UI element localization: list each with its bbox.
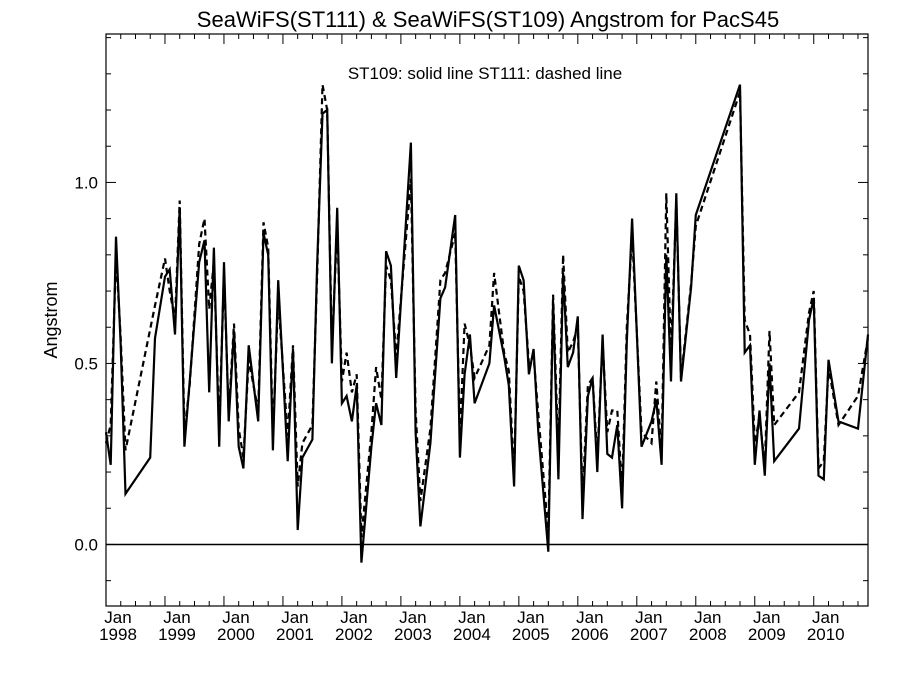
x-tick-month-label: Jan bbox=[694, 608, 721, 627]
y-axis: 0.0 0.5 1.0 bbox=[74, 173, 98, 554]
x-tick-month-label: Jan bbox=[517, 608, 544, 627]
x-tick-year-label: 2005 bbox=[512, 625, 550, 644]
y-tick-label: 1.0 bbox=[74, 173, 98, 192]
x-tick-month-label: Jan bbox=[222, 608, 249, 627]
x-tick-year-label: 2006 bbox=[571, 625, 609, 644]
x-tick-month-label: Jan bbox=[635, 608, 662, 627]
x-tick-month-label: Jan bbox=[812, 608, 839, 627]
series-line-solid bbox=[104, 84, 870, 563]
x-tick-year-label: 2008 bbox=[689, 625, 727, 644]
x-tick-year-label: 1999 bbox=[158, 625, 196, 644]
x-tick-year-label: 2002 bbox=[335, 625, 373, 644]
x-tick-month-label: Jan bbox=[576, 608, 603, 627]
x-tick-year-label: 2007 bbox=[630, 625, 668, 644]
x-tick-year-label: 2010 bbox=[807, 625, 845, 644]
y-tick-label: 0.5 bbox=[74, 354, 98, 373]
x-tick-month-label: Jan bbox=[340, 608, 367, 627]
x-tick-month-label: Jan bbox=[458, 608, 485, 627]
x-axis: Jan1998Jan1999Jan2000Jan2001Jan2002Jan20… bbox=[99, 608, 845, 644]
x-tick-year-label: 1998 bbox=[99, 625, 137, 644]
chart-title: SeaWiFS(ST111) & SeaWiFS(ST109) Angstrom… bbox=[197, 7, 779, 32]
x-tick-year-label: 2009 bbox=[748, 625, 786, 644]
x-tick-month-label: Jan bbox=[163, 608, 190, 627]
x-tick-month-label: Jan bbox=[399, 608, 426, 627]
x-tick-year-label: 2000 bbox=[217, 625, 255, 644]
series-layer bbox=[104, 84, 870, 563]
x-tick-month-label: Jan bbox=[104, 608, 131, 627]
plot-frame bbox=[105, 33, 869, 607]
series-line-dashed bbox=[104, 84, 870, 538]
axis-ticks bbox=[105, 34, 868, 606]
y-tick-label: 0.0 bbox=[74, 535, 98, 554]
plot-area: ST109: solid line ST111: dashed line bbox=[104, 33, 870, 607]
x-tick-year-label: 2001 bbox=[276, 625, 314, 644]
x-tick-year-label: 2004 bbox=[453, 625, 491, 644]
x-tick-month-label: Jan bbox=[281, 608, 308, 627]
line-style-annotation: ST109: solid line ST111: dashed line bbox=[348, 64, 622, 83]
x-tick-year-label: 2003 bbox=[394, 625, 432, 644]
y-axis-label: Angstrom bbox=[41, 281, 61, 358]
x-tick-month-label: Jan bbox=[753, 608, 780, 627]
